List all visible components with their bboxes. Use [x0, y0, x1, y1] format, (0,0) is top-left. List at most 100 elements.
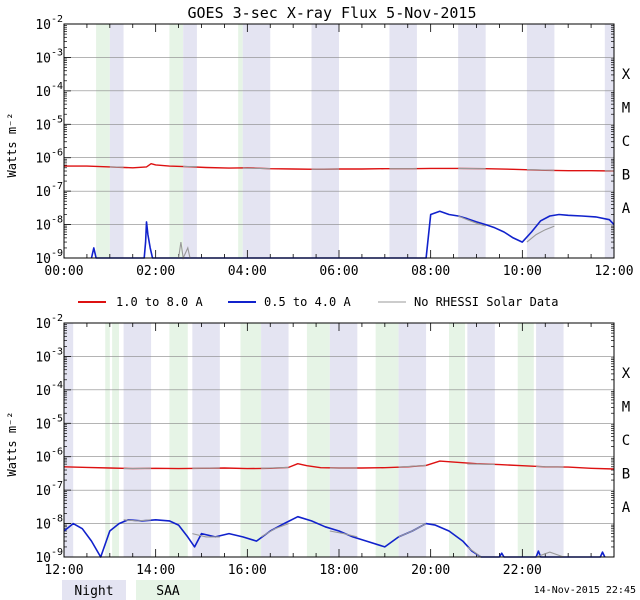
flare-class-M: M: [622, 400, 630, 416]
saa-band-1: [105, 323, 110, 557]
series-segment-no-rhessi-solar-data-5: [398, 464, 427, 468]
saa-band-2: [112, 323, 119, 557]
flare-class-X: X: [622, 366, 631, 382]
ytick-exponent-1e-2: -2: [51, 313, 63, 324]
flare-class-X: X: [622, 67, 631, 83]
xtick-label-0600: 06:00: [319, 264, 358, 279]
night-band-4: [261, 323, 289, 557]
xtick-label-1000: 10:00: [503, 264, 542, 279]
saa-band-1: [96, 24, 110, 258]
night-band-8: [536, 323, 564, 557]
saa-legend-swatch: [136, 580, 200, 600]
ytick-exponent-1e-2: -2: [51, 14, 63, 25]
ytick-exponent-1e-4: -4: [51, 81, 63, 92]
series-segment-no-rhessi-solar-data-10: [457, 215, 486, 227]
series-segment-no-rhessi-solar-data-9: [192, 533, 220, 538]
xtick-label-2200: 22:00: [503, 563, 542, 578]
xtick-label-1400: 14:00: [136, 563, 175, 578]
saa-band-8: [517, 323, 534, 557]
night-band-2: [123, 323, 152, 557]
ytick-label-1e-8: 10: [35, 518, 51, 533]
xtick-label-0200: 02:00: [136, 264, 175, 279]
xtick-label-0800: 08:00: [411, 264, 450, 279]
ytick-label-1e-6: 10: [35, 152, 51, 167]
saa-band-5: [306, 323, 330, 557]
ytick-label-1e-9: 10: [35, 551, 51, 566]
series-legend: 1.0 to 8.0 A 0.5 to 4.0 A No RHESSI Sola…: [78, 295, 559, 309]
series-line-0-5-to-4-0-a: [90, 210, 615, 259]
saa-band-7: [449, 323, 466, 557]
night-band-6: [398, 323, 427, 557]
xtick-label-1200: 12:00: [44, 563, 83, 578]
series-segment-no-rhessi-solar-data-6: [467, 463, 495, 465]
ytick-exponent-1e-6: -6: [51, 148, 63, 159]
flare-class-B: B: [622, 167, 630, 183]
flare-class-B: B: [622, 466, 630, 482]
series-segment-no-rhessi-solar-data-7: [536, 465, 564, 468]
night-band-5: [329, 323, 358, 557]
xtick-label-1200: 12:00: [594, 264, 633, 279]
ytick-exponent-1e-5: -5: [51, 114, 63, 125]
series-segment-no-rhessi-solar-data-14: [535, 551, 564, 558]
legend-label-0-5-4-angstrom: 0.5 to 4.0 A: [264, 295, 351, 309]
ytick-label-1e-5: 10: [35, 417, 51, 432]
series-segment-no-rhessi-solar-data-3: [261, 466, 289, 469]
top-panel: 10-910-810-710-610-510-410-310 -200:00 02:…: [5, 14, 634, 279]
night-band-2: [183, 24, 197, 258]
xtick-label-0400: 04:00: [228, 264, 267, 279]
saa-band-4: [240, 323, 262, 557]
night-band-8: [604, 24, 614, 258]
series-segment-no-rhessi-solar-data-7: [526, 169, 555, 171]
saa-band-6: [375, 323, 399, 557]
flare-class-M: M: [622, 101, 630, 117]
ytick-label-1e-5: 10: [35, 118, 51, 133]
ytick-label-1e-3: 10: [35, 350, 51, 365]
xtick-label-1600: 16:00: [228, 563, 267, 578]
ytick-exponent-1e-4: -4: [51, 380, 63, 391]
ytick-exponent-1e-7: -7: [51, 480, 63, 491]
flare-class-C: C: [622, 134, 630, 150]
saa-band-3: [169, 323, 188, 557]
series-segment-no-rhessi-solar-data-3: [242, 167, 271, 170]
xtick-label-1800: 18:00: [319, 563, 358, 578]
flare-class-C: C: [622, 433, 630, 449]
xtick-label-0000: 00:00: [44, 264, 83, 279]
ytick-exponent-1e-7: -7: [51, 181, 63, 192]
generation-timestamp: 14-Nov-2015 22:45: [534, 585, 636, 596]
ytick-label-1e-8: 10: [35, 219, 51, 234]
ytick-label-1e-2: 10: [35, 18, 51, 33]
night-band-5: [389, 24, 417, 258]
series-segment-no-rhessi-solar-data-11: [526, 225, 555, 243]
ytick-label-1e-3: 10: [35, 51, 51, 66]
y-axis-label: Watts m⁻²: [5, 411, 19, 476]
ytick-label-1e-7: 10: [35, 185, 51, 200]
ytick-label-1e-4: 10: [35, 384, 51, 399]
night-band-1: [109, 24, 124, 258]
saa-legend-label: SAA: [156, 584, 180, 599]
ytick-exponent-1e-8: -8: [51, 215, 63, 226]
plot-frame: [63, 23, 615, 259]
ytick-exponent-1e-3: -3: [51, 346, 63, 357]
ytick-label-1e-7: 10: [35, 484, 51, 499]
bottom-panel: 10-910-810-710-610-510-410-310 -212:00 14:…: [5, 313, 631, 578]
ytick-exponent-1e-3: -3: [51, 47, 63, 58]
saa-band-3: [238, 24, 243, 258]
series-segment-no-rhessi-solar-data-10: [260, 523, 289, 538]
ytick-label-1e-6: 10: [35, 451, 51, 466]
ytick-label-1e-4: 10: [35, 85, 51, 100]
ytick-exponent-1e-9: -9: [51, 547, 63, 558]
ytick-exponent-1e-9: -9: [51, 248, 63, 259]
flare-class-A: A: [622, 201, 631, 217]
night-band-7: [526, 24, 555, 258]
y-axis-label: Watts m⁻²: [5, 112, 19, 177]
series-line-1-0-to-8-0-a: [64, 163, 615, 172]
night-band-3: [242, 24, 271, 258]
flare-class-A: A: [622, 500, 631, 516]
night-band-1: [64, 323, 74, 557]
night-legend-label: Night: [74, 584, 113, 599]
night-legend-swatch: [62, 580, 126, 600]
ytick-label-1e-9: 10: [35, 252, 51, 267]
night-band-6: [458, 24, 486, 258]
legend-label-no-rhessi: No RHESSI Solar Data: [414, 295, 559, 309]
